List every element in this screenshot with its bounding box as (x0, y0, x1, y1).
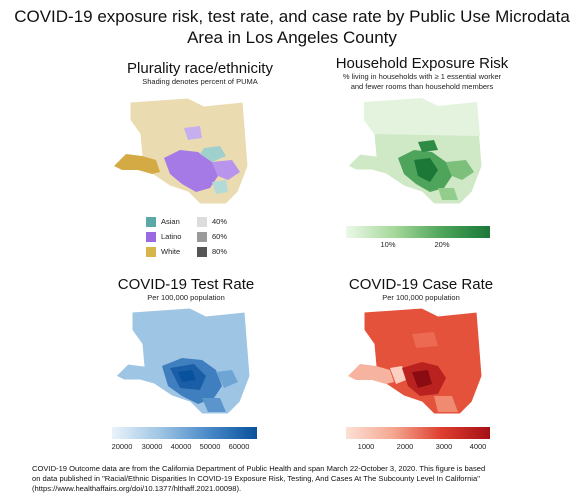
race-map-latino-north (184, 126, 202, 140)
shade-80-swatch (197, 247, 207, 258)
case-map-west (348, 364, 394, 384)
exposure-map (347, 97, 483, 205)
test-map-east (216, 370, 238, 388)
exposure-map-east (446, 160, 474, 180)
exposure-panel-title: Household Exposure Risk (335, 55, 509, 72)
shade-60-swatch (197, 232, 207, 243)
test-tick-30000: 30000 (141, 442, 163, 451)
race-panel-title: Plurality race/ethnicity (127, 60, 273, 77)
test-tick-60000: 60000 (228, 442, 250, 451)
footnote-line1: COVID-19 Outcome data are from the Calif… (32, 464, 486, 473)
footnote-line3: (https://www.healthaffairs.org/doi/10.13… (32, 484, 242, 493)
footnote-line2: on data published in "Racial/Ethnic Disp… (32, 474, 480, 483)
case-panel: COVID-19 Case Rate Per 100,000 populatio… (301, 276, 541, 303)
figure-title-line2: Area in Los Angeles County (187, 28, 397, 47)
test-colorbar-ticks: 20000 30000 40000 50000 60000 (112, 442, 257, 452)
legend-40-label: 40% (212, 217, 228, 226)
legend-80: 80% (197, 244, 227, 259)
exposure-map-south (438, 188, 458, 200)
legend-asian-label: Asian (161, 217, 180, 226)
race-legend-shading: 40% 60% 80% (197, 214, 227, 259)
race-map-asian-area (200, 146, 226, 162)
test-panel-subtitle: Per 100,000 population (147, 293, 225, 302)
figure-title: COVID-19 exposure risk, test rate, and c… (0, 6, 584, 48)
race-panel: Plurality race/ethnicity Shading denotes… (80, 60, 320, 87)
case-map (347, 307, 483, 415)
race-map-latino-core (164, 150, 218, 192)
latino-swatch (146, 232, 156, 243)
legend-60-label: 60% (212, 232, 228, 241)
test-map-darkest (178, 370, 196, 382)
case-map-south (434, 396, 458, 412)
case-map-hotspot (412, 370, 432, 388)
legend-asian: Asian (146, 214, 181, 229)
test-panel-title: COVID-19 Test Rate (117, 276, 255, 293)
case-map-westside (390, 366, 406, 384)
exposure-map-north (364, 98, 480, 136)
test-tick-40000: 40000 (170, 442, 192, 451)
race-panel-subtitle: Shading denotes percent of PUMA (142, 77, 258, 86)
test-tick-20000: 20000 (111, 442, 133, 451)
legend-white: White (146, 244, 181, 259)
legend-latino: Latino (146, 229, 181, 244)
case-map-county (347, 307, 483, 415)
asian-swatch (146, 217, 156, 228)
test-colorbar (112, 427, 257, 439)
case-tick-4000: 4000 (469, 442, 487, 451)
exposure-tick-20: 20% (434, 240, 450, 249)
test-map-south (202, 398, 226, 412)
legend-white-label: White (161, 247, 181, 256)
case-tick-1000: 1000 (357, 442, 375, 451)
test-tick-50000: 50000 (199, 442, 221, 451)
test-panel: COVID-19 Test Rate Per 100,000 populatio… (66, 276, 306, 303)
shade-40-swatch (197, 217, 207, 228)
legend-latino-label: Latino (161, 232, 182, 241)
white-swatch (146, 247, 156, 258)
case-panel-title: COVID-19 Case Rate (348, 276, 494, 293)
legend-60: 60% (197, 229, 227, 244)
race-map-west-region (114, 154, 160, 174)
case-tick-3000: 3000 (435, 442, 453, 451)
legend-40: 40% (197, 214, 227, 229)
case-map-north (412, 332, 438, 348)
exposure-map-hotspot (414, 158, 438, 182)
exposure-colorbar-ticks: 10% 20% (346, 240, 490, 250)
exposure-tick-10: 10% (380, 240, 396, 249)
exposure-panel-subtitle-1: % living in households with ≥ 1 essentia… (342, 72, 502, 81)
case-colorbar-ticks: 1000 2000 3000 4000 (346, 442, 490, 452)
test-map (115, 307, 251, 415)
case-tick-2000: 2000 (396, 442, 414, 451)
case-panel-subtitle: Per 100,000 population (382, 293, 460, 302)
race-legend-groups: Asian Latino White (146, 214, 181, 259)
exposure-panel-subtitle-2: and fewer rooms than household members (350, 82, 494, 91)
footnote: COVID-19 Outcome data are from the Calif… (32, 464, 562, 494)
exposure-panel: Household Exposure Risk % living in hous… (302, 55, 542, 92)
figure-title-line1: COVID-19 exposure risk, test rate, and c… (14, 7, 570, 26)
race-map-latino-east (212, 160, 240, 180)
exposure-map-northcore (418, 140, 438, 152)
case-colorbar (346, 427, 490, 439)
race-map-asian-south (212, 180, 228, 194)
legend-80-label: 80% (212, 247, 228, 256)
race-map (113, 97, 249, 205)
exposure-colorbar (346, 226, 490, 238)
